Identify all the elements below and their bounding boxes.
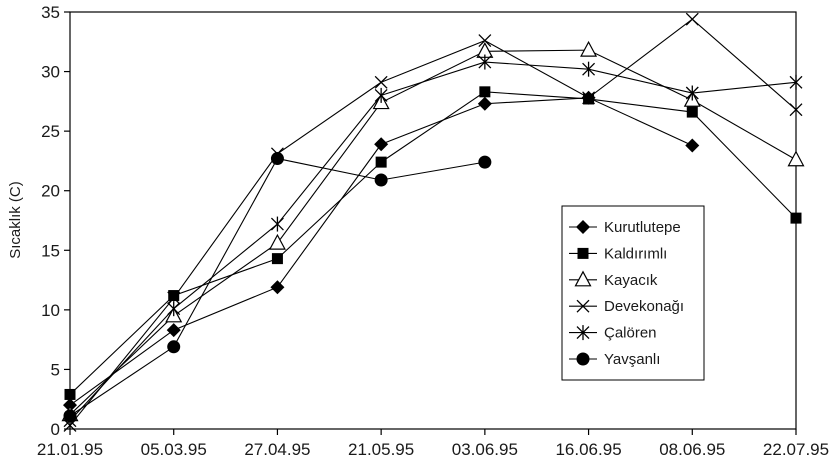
x-tick-label: 08.06.95 <box>659 440 725 459</box>
data-point <box>268 233 286 250</box>
y-tick-label: 20 <box>41 182 60 201</box>
series-line <box>69 49 797 416</box>
data-point <box>479 86 491 98</box>
legend-label: Yavşanlı <box>604 351 660 368</box>
series-4 <box>63 54 803 429</box>
series-line <box>69 18 797 426</box>
data-point <box>374 87 388 103</box>
x-axis: 21.01.95 05.03.95 27.04.95 21.05.95 03.06.95… <box>37 429 829 459</box>
series-line <box>69 91 797 395</box>
data-point <box>167 340 181 354</box>
y-tick-label: 25 <box>41 122 60 141</box>
legend-marker <box>576 299 590 313</box>
x-tick-label: 21.01.95 <box>37 440 103 459</box>
data-point <box>790 212 802 224</box>
y-axis-title: Sıcaklık (C) <box>7 181 24 259</box>
data-point <box>787 150 805 167</box>
y-axis: 0 5 10 15 20 25 30 35 <box>41 3 70 439</box>
data-point <box>582 61 596 77</box>
legend-marker <box>576 352 590 366</box>
data-point <box>582 91 596 105</box>
legend-marker <box>576 325 590 341</box>
series-layer <box>61 12 805 432</box>
legend-label: Kurutlutepe <box>604 219 681 236</box>
data-point <box>374 173 388 187</box>
data-point <box>168 290 180 302</box>
legend-label: Kayacık <box>604 272 658 289</box>
y-tick-label: 5 <box>51 360 60 379</box>
data-point <box>478 34 492 48</box>
legend-marker <box>576 220 590 234</box>
data-point <box>270 280 285 295</box>
data-point <box>478 155 492 169</box>
legend-item: Kaldırımlı <box>569 245 667 262</box>
legend-marker <box>574 270 592 287</box>
data-point <box>271 253 283 265</box>
legend-item: Kayacık <box>569 270 658 289</box>
data-point <box>477 96 492 111</box>
data-point <box>63 398 77 413</box>
data-point <box>374 137 389 152</box>
data-point <box>375 156 387 168</box>
data-point <box>64 388 76 400</box>
y-tick-label: 30 <box>41 63 60 82</box>
data-point <box>686 106 698 118</box>
data-point <box>270 216 284 232</box>
legend-item: Kurutlutepe <box>569 219 681 236</box>
x-tick-label: 03.06.95 <box>452 440 518 459</box>
x-tick-label: 16.06.95 <box>555 440 621 459</box>
data-point <box>167 301 181 317</box>
y-tick-label: 15 <box>41 241 60 260</box>
legend-label: Devekonağı <box>604 298 684 315</box>
data-point <box>789 74 803 90</box>
data-point <box>166 323 181 338</box>
legend-marker <box>577 247 589 259</box>
data-point <box>789 103 803 117</box>
data-point <box>63 409 77 423</box>
legend-item: Devekonağı <box>569 298 684 315</box>
data-point <box>583 93 595 105</box>
x-tick-label: 27.04.95 <box>244 440 310 459</box>
y-tick-label: 0 <box>51 420 60 439</box>
x-tick-label: 05.03.95 <box>141 440 207 459</box>
series-1 <box>64 86 802 400</box>
x-tick-label: 21.05.95 <box>348 440 414 459</box>
data-point <box>685 12 699 26</box>
legend-label: Çalören <box>604 325 657 342</box>
data-point <box>580 40 598 57</box>
series-5 <box>63 152 492 423</box>
data-point <box>685 85 699 101</box>
data-point <box>167 291 181 305</box>
series-line <box>69 61 797 422</box>
legend-label: Kaldırımlı <box>604 245 667 262</box>
data-point <box>374 75 388 89</box>
data-point <box>270 152 284 166</box>
legend-box <box>561 205 705 381</box>
y-tick-label: 10 <box>41 301 60 320</box>
legend: Kurutlutepe Kaldırımlı Kayacık Devekonağı Ça… <box>561 205 705 381</box>
y-tick-label: 35 <box>41 3 60 22</box>
x-tick-label: 22.07.95 <box>763 440 829 459</box>
data-point <box>478 54 492 70</box>
data-point <box>685 138 700 153</box>
legend-item: Çalören <box>569 325 657 342</box>
legend-item: Yavşanlı <box>569 351 660 368</box>
